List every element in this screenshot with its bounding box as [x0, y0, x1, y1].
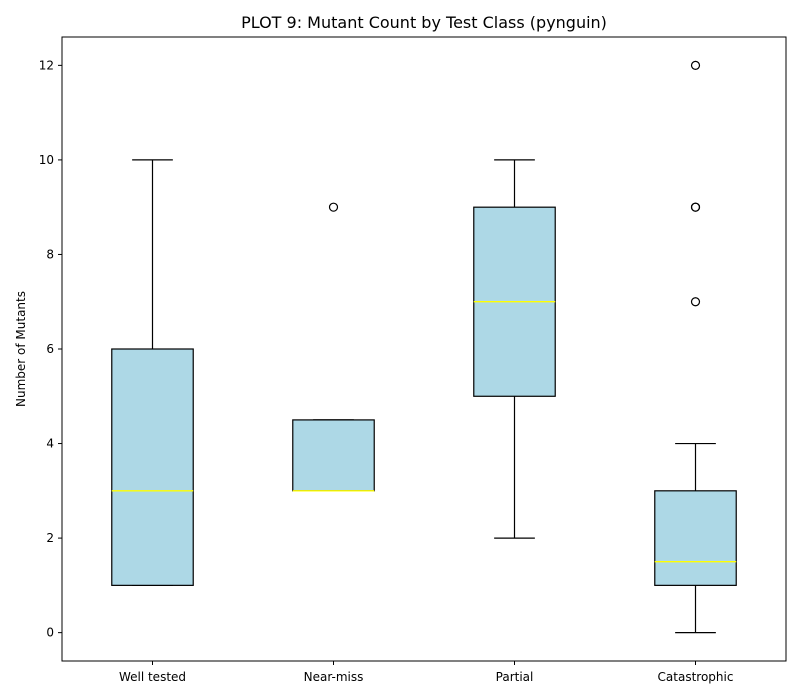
x-tick-label: Near-miss	[304, 670, 364, 684]
y-tick-label: 4	[46, 437, 54, 451]
y-tick-label: 8	[46, 247, 54, 261]
y-tick-label: 10	[39, 153, 54, 167]
y-tick-label: 2	[46, 531, 54, 545]
box-iqr	[654, 490, 737, 586]
chart-title: PLOT 9: Mutant Count by Test Class (pyng…	[241, 13, 607, 32]
x-tick-label: Partial	[496, 670, 534, 684]
plot-area: Well tested Near-miss Partial Catastrophic 0…	[39, 36, 787, 684]
outlier-point	[690, 60, 701, 70]
outlier-point	[690, 202, 701, 212]
y-tick-label: 6	[46, 342, 54, 356]
y-tick-label: 12	[39, 58, 54, 72]
x-tick-label: Catastrophic	[658, 670, 734, 684]
plot-frame	[61, 36, 787, 662]
y-axis-label: Number of Mutants	[14, 291, 28, 407]
box-iqr	[292, 419, 375, 492]
outlier-point	[328, 202, 339, 212]
box-iqr	[111, 348, 194, 586]
x-tick-label: Well tested	[119, 670, 186, 684]
y-tick-label: 0	[46, 626, 54, 640]
outlier-point	[690, 297, 701, 307]
